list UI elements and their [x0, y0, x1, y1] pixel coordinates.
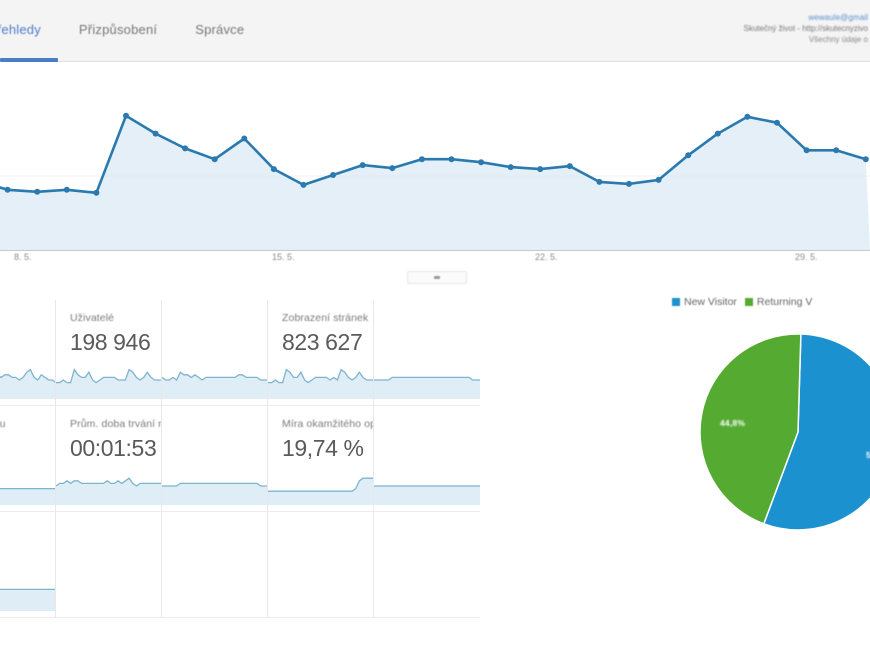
legend-item-returning-visitor[interactable]: Returning V — [744, 296, 813, 308]
metric-sparkline — [0, 487, 55, 505]
metric-card[interactable] — [374, 512, 480, 618]
metric-sparkline — [56, 368, 161, 399]
metric-card[interactable] — [374, 406, 480, 512]
tab-prehledy[interactable]: Přehledy — [0, 22, 41, 37]
top-navigation-bar: Přehledy Přizpůsobení Správce wewaule@gm… — [0, 0, 870, 62]
metric-card[interactable] — [374, 300, 480, 406]
grip-icon — [434, 276, 440, 279]
pie-legend: New Visitor Returning V — [672, 296, 870, 308]
metric-card-pages-per-session[interactable]: …vštěvu — [0, 406, 56, 512]
metric-card[interactable] — [162, 406, 268, 512]
active-tab-indicator — [0, 58, 58, 62]
metric-card[interactable] — [0, 300, 56, 406]
metric-sparkline — [162, 482, 267, 505]
metric-card-title: Uživatelé — [70, 312, 115, 324]
metric-card[interactable] — [268, 512, 374, 618]
metric-card-row — [0, 512, 480, 618]
metric-card-title: …vštěvu — [0, 418, 6, 430]
legend-item-new-visitor[interactable]: New Visitor — [672, 296, 737, 308]
metric-card[interactable] — [162, 300, 268, 406]
sessions-line-chart[interactable] — [0, 62, 870, 292]
legend-label: Returning V — [756, 296, 813, 308]
metric-sparkline — [56, 477, 161, 505]
metric-sparkline — [162, 371, 267, 399]
metric-card-bounce-rate[interactable]: Míra okamžitého opuštění 19,74 % — [268, 406, 374, 512]
metric-card-title: Zobrazení stránek — [282, 312, 369, 324]
line-chart-svg — [0, 112, 870, 251]
metric-card[interactable] — [56, 512, 162, 618]
metric-cards-grid: Uživatelé 198 946 Zobrazení stránek 823 … — [0, 300, 480, 618]
pie-slice-label-returning: 44,8% — [720, 418, 746, 428]
metric-sparkline — [0, 368, 55, 399]
metric-card-pageviews[interactable]: Zobrazení stránek 823 627 — [268, 300, 374, 406]
pie-chart[interactable]: 44,8% 55,2% — [698, 332, 870, 537]
x-tick-label: 8. 5. — [14, 252, 32, 262]
legend-label: New Visitor — [684, 296, 737, 308]
metric-card-row: …vštěvu Prům. doba trvání návštěvy 00:01… — [0, 406, 480, 512]
account-email[interactable]: wewaule@gmail — [808, 13, 868, 22]
metric-sparkline — [268, 477, 373, 505]
metric-sparkline — [0, 588, 55, 611]
legend-swatch-icon — [672, 298, 680, 306]
metric-card-value: 823 627 — [282, 329, 363, 355]
metric-sparkline — [374, 376, 480, 399]
metric-card-users[interactable]: Uživatelé 198 946 — [56, 300, 162, 406]
metric-card[interactable] — [0, 512, 56, 618]
pie-slice-label-new: 55,2% — [866, 450, 870, 460]
pie-chart-svg — [699, 333, 870, 531]
legend-swatch-icon — [744, 298, 753, 306]
account-property[interactable]: Skutečný život - http://skutecnyzivo — [743, 24, 869, 33]
metric-card[interactable] — [162, 512, 268, 618]
line-chart-x-axis: 8. 5. 15. 5. 22. 5. 29. 5. — [0, 252, 870, 268]
metric-card-row: Uživatelé 198 946 Zobrazení stránek 823 … — [0, 300, 480, 406]
chart-resize-handle[interactable] — [407, 271, 467, 284]
metric-card-title: Míra okamžitého opuštění — [282, 418, 373, 430]
tab-spravce[interactable]: Správce — [195, 22, 245, 37]
metric-sparkline — [374, 485, 480, 505]
metric-card-value: 198 946 — [70, 329, 151, 355]
metric-card-avg-session-duration[interactable]: Prům. doba trvání návštěvy 00:01:53 — [56, 406, 162, 512]
x-tick-label: 22. 5. — [535, 252, 558, 262]
metric-card-value: 00:01:53 — [70, 435, 157, 461]
metric-card-value: 19,74 % — [282, 435, 364, 461]
account-view-name[interactable]: Všechny údaje o — [808, 35, 868, 44]
x-tick-label: 29. 5. — [795, 252, 818, 262]
tab-prizpusobeni[interactable]: Přizpůsobení — [78, 22, 158, 37]
metric-card-title: Prům. doba trvání návštěvy — [70, 418, 161, 430]
x-tick-label: 15. 5. — [272, 252, 295, 262]
new-vs-returning-pie-panel: New Visitor Returning V 44,8% 55,2% — [640, 296, 870, 556]
metric-sparkline — [268, 368, 373, 399]
account-selector[interactable]: wewaule@gmail Skutečný život - http://sk… — [744, 12, 869, 45]
nav-tabs: Přehledy Přizpůsobení Správce — [0, 22, 282, 37]
